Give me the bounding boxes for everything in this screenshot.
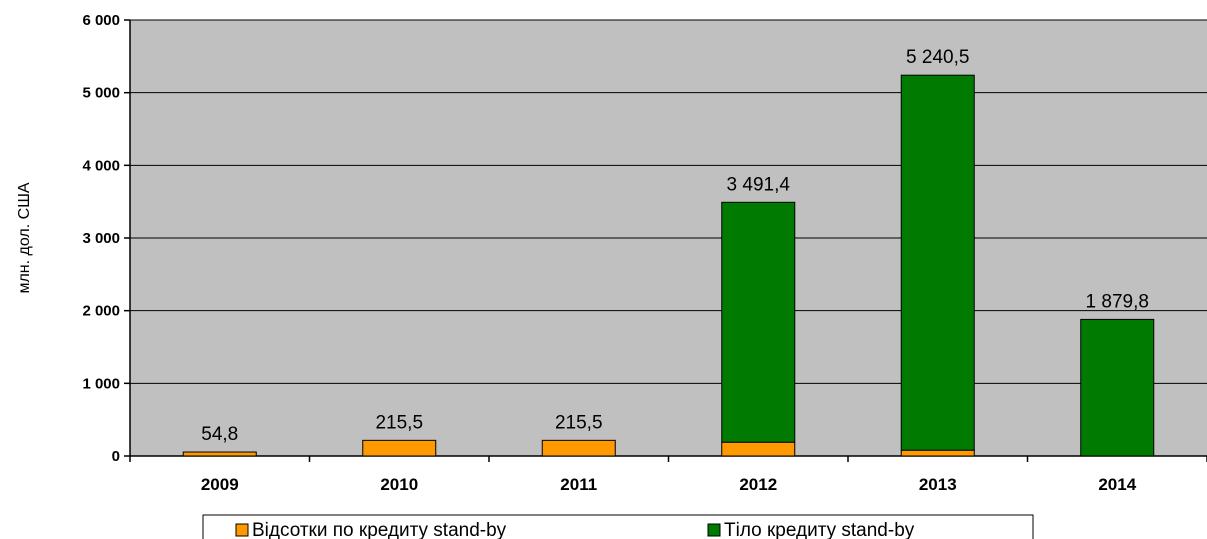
data-label-2013: 5 240,5 bbox=[906, 47, 969, 68]
data-label-2010: 215,5 bbox=[375, 412, 423, 433]
legend-label: Тіло кредиту stand-by bbox=[724, 520, 915, 539]
data-label-2014: 1 879,8 bbox=[1086, 291, 1149, 312]
bar-principal-2012 bbox=[721, 201, 796, 443]
legend-box bbox=[202, 514, 1034, 539]
bar-principal-2013 bbox=[900, 74, 975, 451]
legend: Відсотки по кредиту stand-by Тіло кредиту… bbox=[202, 514, 1034, 539]
x-tick-label: 2013 bbox=[919, 475, 957, 494]
gridlines bbox=[130, 19, 1207, 384]
data-labels: 54,8 215,5 215,5 3 491,4 5 240,5 1 879,8 bbox=[201, 47, 1149, 445]
bar-principal-2014 bbox=[1080, 318, 1155, 457]
y-tick-label: 6 000 bbox=[82, 12, 120, 29]
x-tick-label: 2012 bbox=[739, 475, 777, 494]
y-axis: 0 1 000 2 000 3 000 4 000 5 000 6 000 bbox=[82, 12, 131, 465]
bar-interest-2010 bbox=[362, 439, 437, 457]
x-tick-label: 2009 bbox=[201, 475, 239, 494]
y-tick-label: 1 000 bbox=[82, 375, 120, 392]
y-tick-label: 5 000 bbox=[82, 85, 120, 102]
legend-label: Відсотки по кредиту stand-by bbox=[252, 520, 507, 539]
bar-interest-2013 bbox=[900, 449, 975, 457]
legend-swatch bbox=[707, 523, 721, 537]
y-tick-label: 2 000 bbox=[82, 303, 120, 320]
x-tick-label: 2011 bbox=[560, 475, 597, 494]
y-tick-label: 3 000 bbox=[82, 230, 120, 247]
legend-swatch bbox=[235, 523, 249, 537]
bar-interest-2012 bbox=[721, 441, 796, 457]
y-tick-label: 0 bbox=[112, 448, 120, 465]
bar-interest-2011 bbox=[541, 439, 616, 457]
y-tick-label: 4 000 bbox=[82, 157, 120, 174]
data-label-2012: 3 491,4 bbox=[727, 174, 791, 195]
bar-interest-2009 bbox=[182, 451, 257, 457]
x-tick-label: 2014 bbox=[1098, 475, 1136, 494]
bars bbox=[182, 74, 1155, 457]
data-label-2011: 215,5 bbox=[555, 412, 603, 433]
y-axis-label: млн. дол. США bbox=[16, 182, 33, 293]
data-label-2009: 54,8 bbox=[201, 424, 238, 445]
x-tick-label: 2010 bbox=[380, 475, 418, 494]
x-axis: 2009 2010 2011 2012 2013 2014 bbox=[129, 455, 1207, 494]
